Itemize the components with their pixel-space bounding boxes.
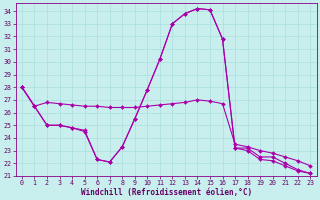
X-axis label: Windchill (Refroidissement éolien,°C): Windchill (Refroidissement éolien,°C) xyxy=(81,188,252,197)
